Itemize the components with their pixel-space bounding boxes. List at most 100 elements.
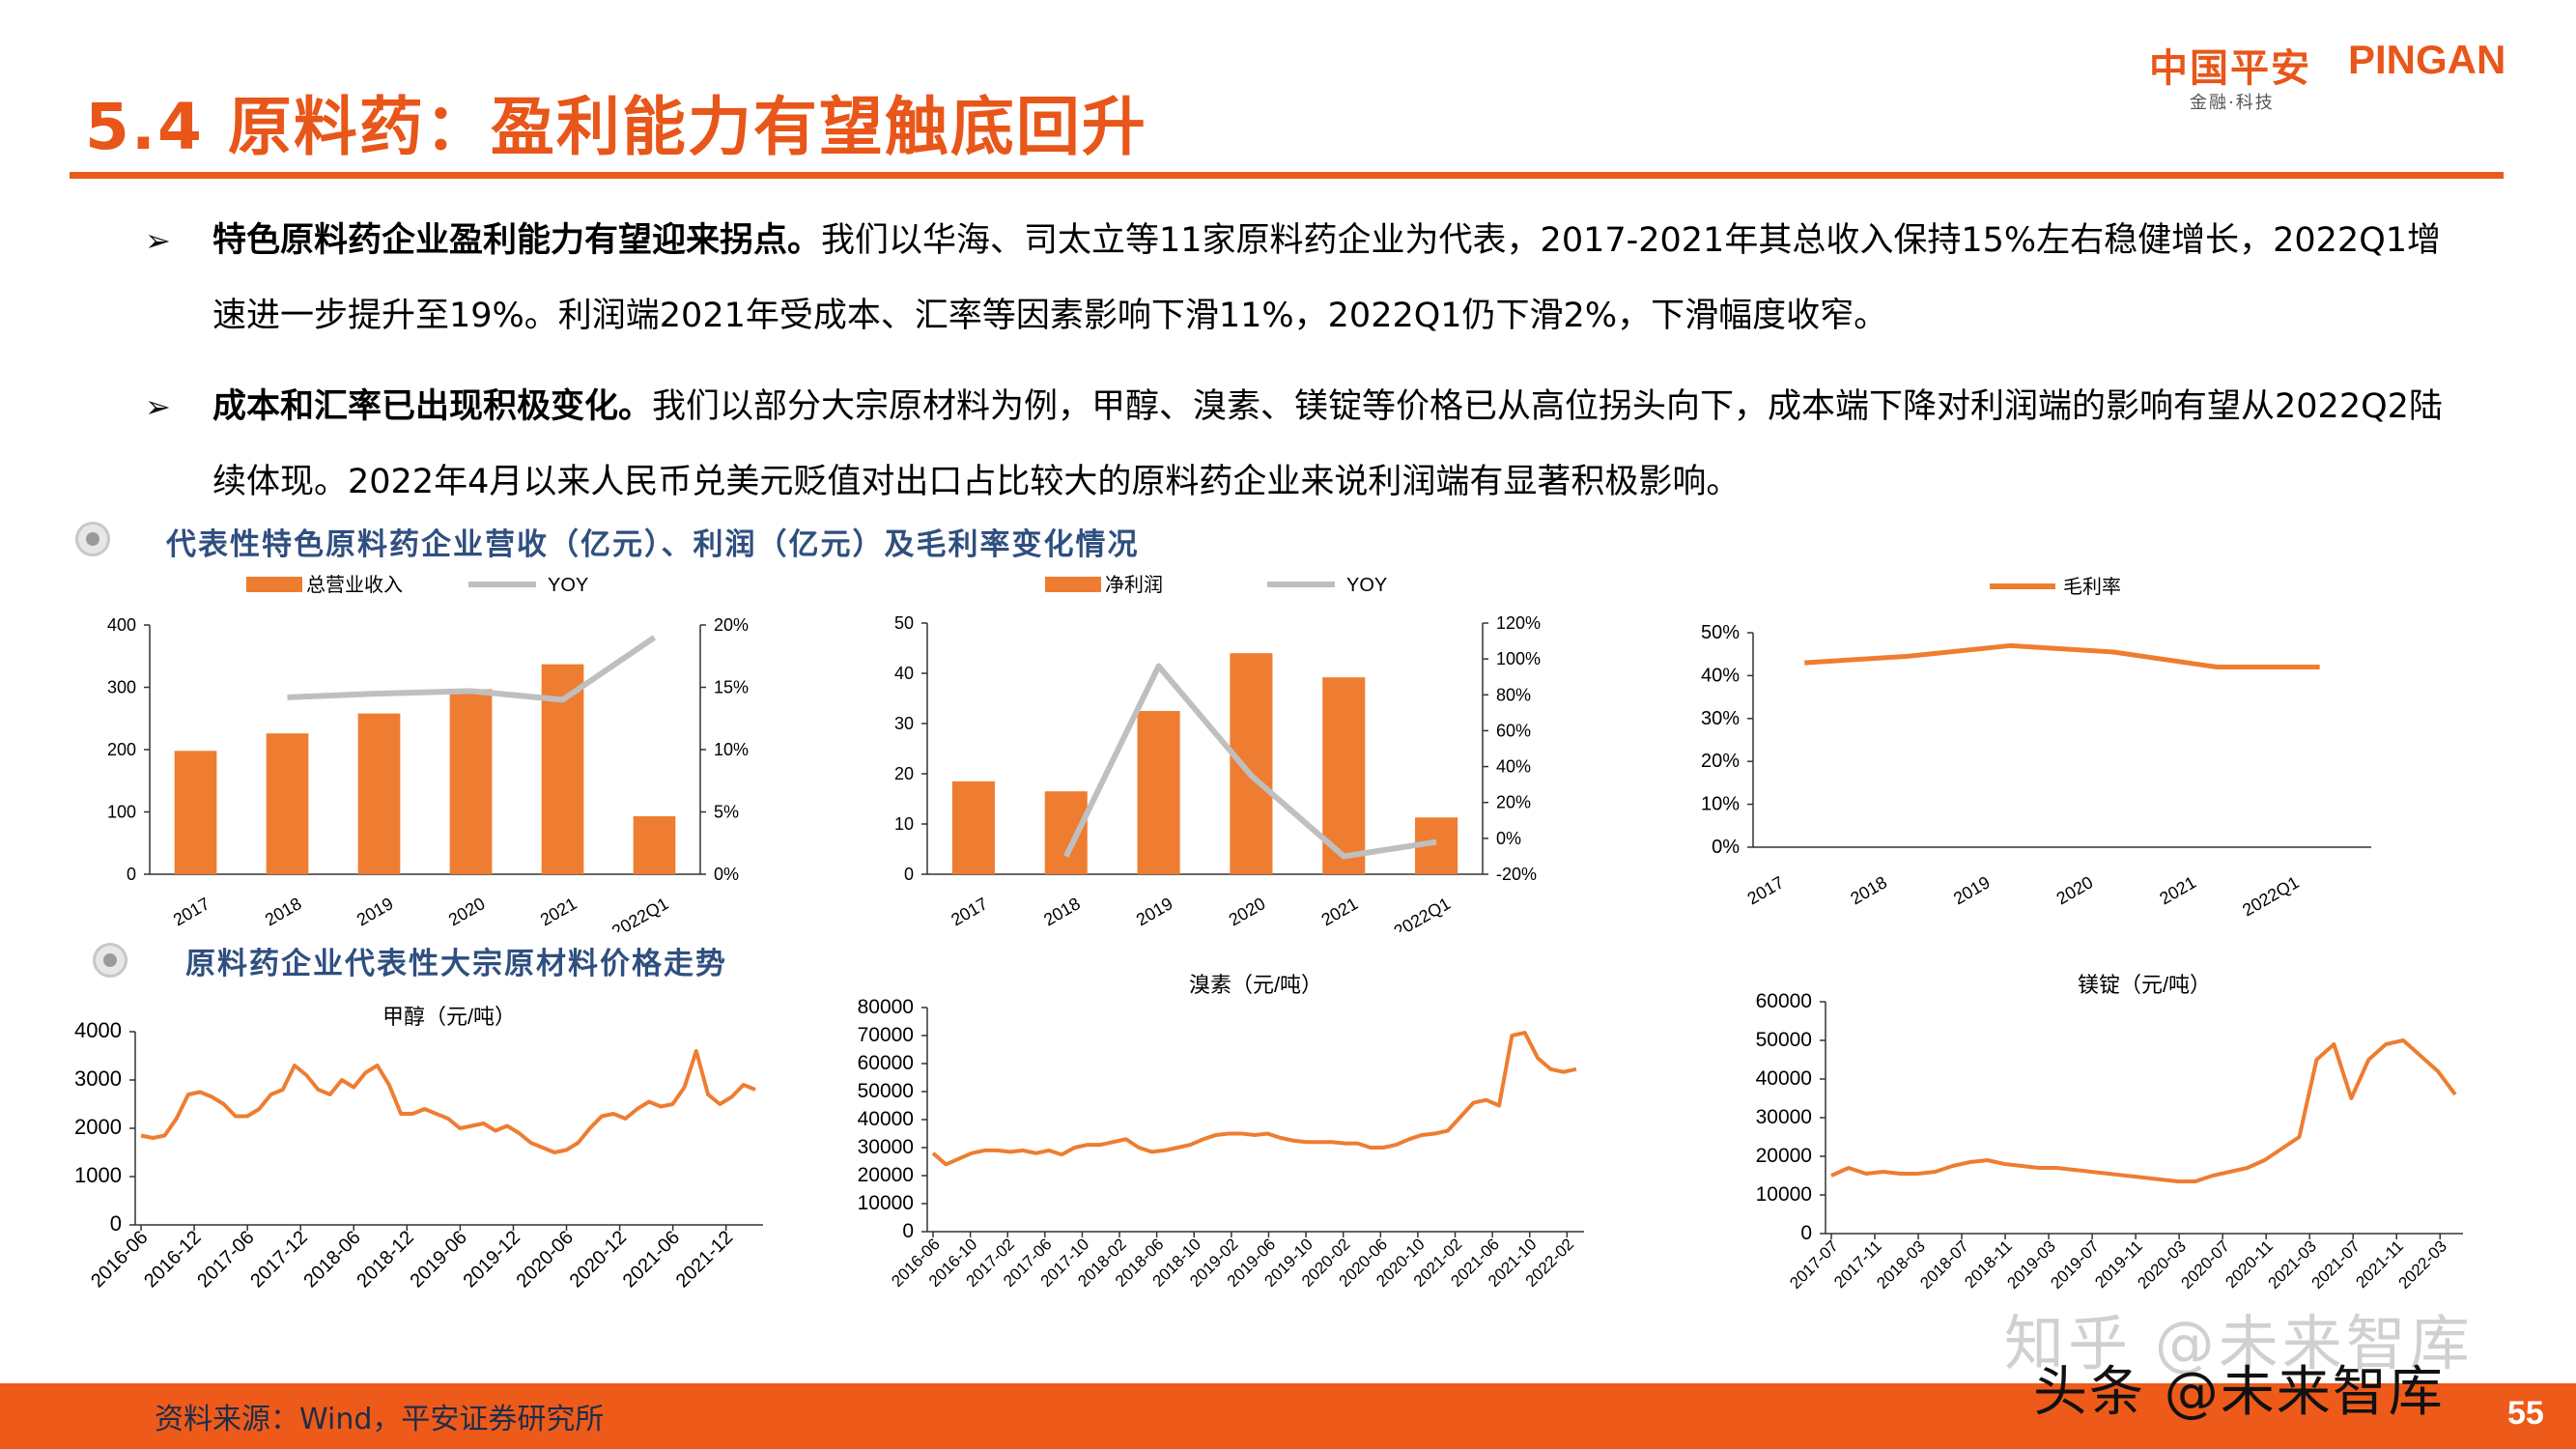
legend-bar-label: 总营业收入 [306, 574, 403, 596]
bullet-2: ➢ 成本和汇率已出现积极变化。我们以部分大宗原材料为例，甲醇、溴素、镁锭等价格已… [145, 369, 2444, 520]
price-line [1830, 1038, 2457, 1183]
x-tick-label: 2021-06 [619, 1227, 684, 1292]
x-tick-label: 2019 [1950, 872, 1994, 908]
y-tick-label: 20 [894, 764, 914, 783]
x-tick-label: 2018-06 [299, 1227, 364, 1292]
legend-bar-swatch [246, 577, 302, 592]
y2-tick-label: 0% [1496, 829, 1521, 848]
y2-tick-label: 20% [714, 615, 749, 635]
bar [951, 781, 995, 874]
y-tick-label: 60000 [858, 1052, 914, 1074]
chart-title: 溴素（元/吨） [1189, 973, 1322, 997]
x-tick-label: 2017-06 [193, 1227, 258, 1292]
y2-tick-label: -20% [1496, 865, 1537, 884]
x-tick-label: 2021-07 [2307, 1236, 2364, 1293]
page-title: 5.4 原料药：盈利能力有望触底回升 [85, 90, 1147, 164]
y-tick-label: 50000 [858, 1080, 914, 1102]
y2-tick-label: 10% [714, 740, 749, 759]
arrow-bullet-icon: ➢ [145, 388, 171, 425]
x-tick-label: 2019-07 [2047, 1236, 2103, 1293]
y-tick-label: 0% [1712, 837, 1740, 858]
methanol-price-chart: 甲醇（元/吨）010002000300040002016-062016-1220… [74, 1005, 763, 1292]
x-tick-label: 2018 [1040, 894, 1084, 929]
x-tick-label: 2019 [1133, 894, 1176, 929]
revenue-chart: 总营业收入 YOY 0 100 200 300 400 0% 5% 10% 15% 20% 2017 20… [107, 574, 749, 932]
bullet-2-heading: 成本和汇率已出现积极变化。 [212, 387, 653, 426]
y2-tick-label: 20% [1496, 793, 1531, 812]
y-tick-label: 30000 [858, 1136, 914, 1158]
x-tick-label: 2021 [2156, 872, 2199, 908]
bar [357, 713, 401, 874]
y-tick-label: 0 [127, 865, 136, 884]
y-tick-label: 10000 [1756, 1183, 1812, 1206]
x-tick-label: 2019-12 [460, 1227, 524, 1292]
x-tick-label: 2017-07 [1786, 1236, 1842, 1293]
x-tick-label: 2020 [2053, 872, 2097, 908]
yoy-line [287, 635, 657, 703]
x-tick-label: 2017 [170, 894, 213, 929]
x-tick-label: 2020 [445, 894, 489, 929]
y2-tick-label: 15% [714, 678, 749, 697]
y-tick-label: 10% [1701, 794, 1740, 815]
x-tick-label: 2022Q1 [2239, 872, 2302, 920]
y-tick-label: 20000 [858, 1164, 914, 1186]
y-tick-label: 80000 [858, 996, 914, 1018]
y-tick-label: 10 [894, 814, 914, 834]
y-tick-label: 0 [902, 1220, 914, 1242]
magnesium-price-chart: 镁锭（元/吨） 0 10000 20000 30000 40000 50000 60000 20… [1756, 973, 2463, 1293]
y-tick-label: 40% [1701, 665, 1740, 686]
x-tick-label: 2021-12 [672, 1227, 737, 1292]
y2-tick-label: 120% [1496, 613, 1541, 633]
y-tick-label: 60000 [1756, 990, 1812, 1012]
bar [1230, 653, 1273, 874]
y2-tick-label: 60% [1496, 721, 1531, 740]
y-tick-label: 200 [107, 740, 136, 759]
x-tick-label: 2019-06 [406, 1227, 470, 1292]
y-tick-label: 0 [1800, 1222, 1812, 1244]
x-tick-label: 2017-12 [246, 1227, 311, 1292]
logo-subtitle: 金融·科技 [2190, 93, 2275, 113]
legend-bar-label: 净利润 [1105, 574, 1163, 596]
y-tick-label: 0 [110, 1211, 122, 1236]
y-tick-label: 70000 [858, 1024, 914, 1046]
legend-line-label: 毛利率 [2063, 576, 2121, 598]
price-line [931, 1031, 1577, 1167]
data-source: 资料来源：Wind，平安证券研究所 [155, 1403, 605, 1436]
y-tick-label: 10000 [858, 1192, 914, 1214]
x-tick-label: 2019 [354, 894, 397, 929]
y2-tick-label: 5% [714, 803, 739, 822]
y-tick-label: 40 [894, 664, 914, 683]
x-tick-label: 2017 [1744, 872, 1788, 908]
bar [449, 689, 493, 874]
footer-bar [0, 1383, 2576, 1449]
y-tick-label: 40000 [1756, 1067, 1812, 1090]
x-tick-label: 2020-07 [2177, 1236, 2233, 1293]
gross-margin-line [1804, 642, 2320, 670]
y-tick-label: 3000 [74, 1066, 122, 1091]
page-number: 55 [2507, 1395, 2544, 1432]
x-tick-label: 2016-12 [140, 1227, 205, 1292]
y-tick-label: 30 [894, 714, 914, 733]
bar [1044, 791, 1088, 874]
x-tick-label: 2016-06 [87, 1227, 152, 1292]
chart-title: 甲醇（元/吨） [382, 1005, 516, 1029]
chart-title: 镁锭（元/吨） [2078, 973, 2211, 997]
watermark-zhihu: 知乎 @未来智库 [2004, 1308, 2474, 1378]
x-tick-label: 2021 [1318, 894, 1362, 929]
gross-margin-chart: 毛利率 0% 10% 20% 30% 40% 50% 2017 2018 2019 2020 2021… [1701, 576, 2371, 920]
x-tick-label: 2018-12 [353, 1227, 417, 1292]
y-tick-label: 1000 [74, 1163, 122, 1187]
yoy-line [1063, 663, 1437, 860]
x-tick-label: 2022Q1 [609, 894, 671, 932]
y-tick-label: 50 [894, 613, 914, 633]
x-tick-label: 2022Q1 [1391, 894, 1454, 932]
y-tick-label: 30000 [1756, 1106, 1812, 1128]
y2-tick-label: 0% [714, 865, 739, 884]
title-divider [70, 172, 2504, 179]
profit-chart: 净利润 YOY 0 10 20 30 40 50 -20% 0% 20% 40% 60% 80% 100% 1… [894, 574, 1541, 932]
y-tick-label: 50000 [1756, 1029, 1812, 1051]
bullet-1-heading: 特色原料药企业盈利能力有望迎来拐点。 [212, 221, 822, 260]
pingan-logo: 中国平安 PINGAN 金融·科技 [2149, 37, 2545, 114]
y-tick-label: 30% [1701, 708, 1740, 729]
x-tick-label: 2020-12 [566, 1227, 631, 1292]
